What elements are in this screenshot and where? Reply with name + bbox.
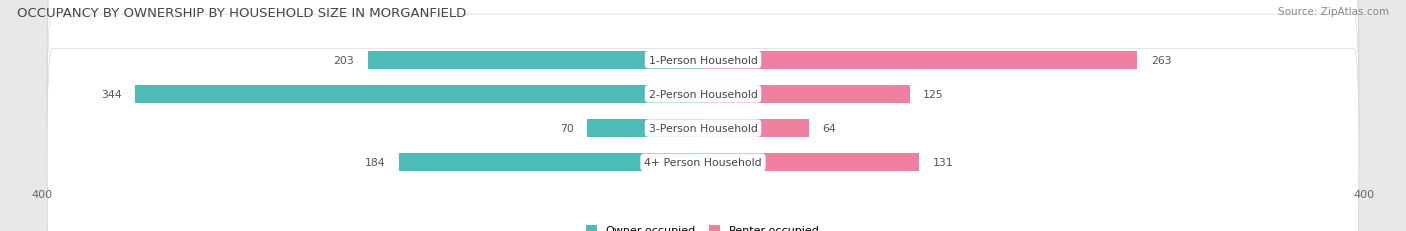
Text: 263: 263 xyxy=(1150,55,1171,65)
Text: 2-Person Household: 2-Person Household xyxy=(648,89,758,99)
FancyBboxPatch shape xyxy=(48,0,1358,208)
Bar xyxy=(703,120,808,137)
Bar xyxy=(703,85,910,103)
Text: 70: 70 xyxy=(560,124,574,134)
Bar xyxy=(399,154,703,171)
FancyBboxPatch shape xyxy=(48,15,1358,231)
Text: 125: 125 xyxy=(922,89,943,99)
Text: Source: ZipAtlas.com: Source: ZipAtlas.com xyxy=(1278,7,1389,17)
Text: 344: 344 xyxy=(101,89,121,99)
Text: 64: 64 xyxy=(823,124,835,134)
Text: 3-Person Household: 3-Person Household xyxy=(648,124,758,134)
Text: 203: 203 xyxy=(333,55,354,65)
FancyBboxPatch shape xyxy=(48,49,1358,231)
Text: OCCUPANCY BY OWNERSHIP BY HOUSEHOLD SIZE IN MORGANFIELD: OCCUPANCY BY OWNERSHIP BY HOUSEHOLD SIZE… xyxy=(17,7,467,20)
Text: 4+ Person Household: 4+ Person Household xyxy=(644,158,762,168)
Bar xyxy=(703,154,920,171)
Text: 1-Person Household: 1-Person Household xyxy=(648,55,758,65)
Bar xyxy=(588,120,703,137)
Bar xyxy=(367,52,703,69)
Text: 131: 131 xyxy=(932,158,953,168)
FancyBboxPatch shape xyxy=(48,0,1358,174)
Bar xyxy=(703,52,1137,69)
Text: 184: 184 xyxy=(366,158,385,168)
Bar xyxy=(135,85,703,103)
Legend: Owner-occupied, Renter-occupied: Owner-occupied, Renter-occupied xyxy=(581,220,825,231)
